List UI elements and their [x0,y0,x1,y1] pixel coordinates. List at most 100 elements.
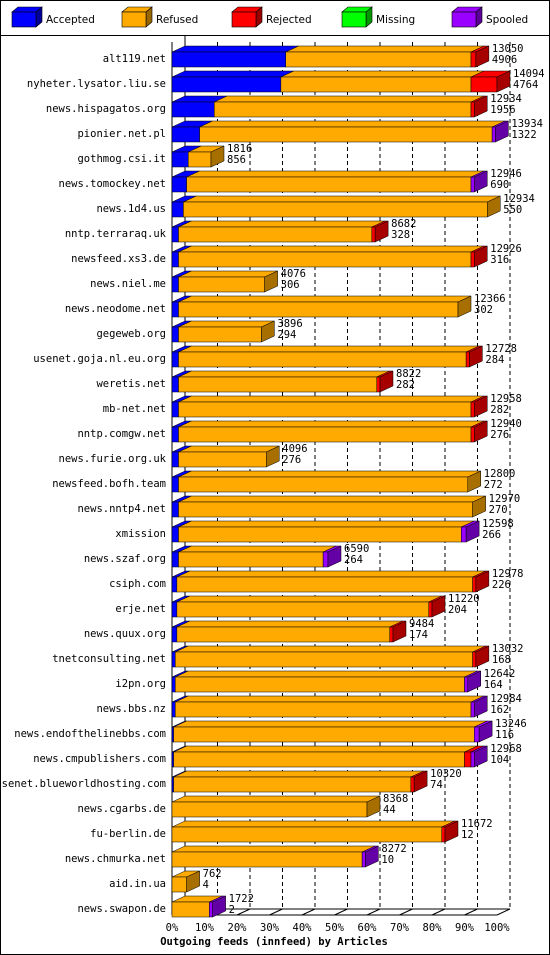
bar-segment [470,51,477,68]
bar-label-total: 13032 [492,643,524,655]
x-tick [399,908,413,916]
bar-segment [176,626,390,643]
bar-top [183,195,501,203]
bar-segment [171,451,179,468]
x-tick-label: 30% [260,922,280,934]
bar-label-accepted: 302 [474,304,493,316]
bar-segment [188,151,212,168]
legend-swatch [11,11,37,28]
x-tick-label: 60% [358,922,378,934]
bar-segment [441,826,446,843]
bar-segment [171,876,187,893]
bar-label-total: 12642 [484,668,516,680]
bar-top [214,95,485,103]
bar-side [186,870,200,893]
x-axis-title: Outgoing feeds (innfeed) by Articles [160,936,388,948]
bar-side [495,120,509,143]
bar-label-accepted: 162 [490,704,509,716]
bar-top [171,795,381,803]
bar-label-accepted: 690 [490,179,509,191]
bar-top [176,620,403,628]
bar-segment [322,551,329,568]
bar-label-total: 13050 [492,43,524,55]
bar-top [178,470,481,478]
x-tick [269,908,283,916]
bar-side [474,95,488,118]
x-tick [496,908,511,916]
bar-segment [280,76,472,93]
y-tick-label: news.furie.org.uk [59,453,167,465]
bar-segment [171,501,179,518]
bar-segment [178,226,373,243]
bar-segment [186,176,472,193]
bar-side [475,645,490,668]
bar-label-accepted: 316 [490,254,509,266]
legend-label: Missing [376,14,415,26]
bar-label-accepted: 284 [485,354,504,366]
bar-side [467,470,481,493]
bar-label-total: 8272 [381,843,406,855]
y-tick-label: fu-berlin.de [90,828,166,840]
bar-segment [171,801,368,818]
bar-top [176,570,486,578]
bar-label-total: 762 [203,868,222,880]
bar-segment [175,651,473,668]
bar-label-total: 13934 [511,118,543,130]
bar-segment [285,51,472,68]
bar-label-total: 3896 [277,318,302,330]
bar-side [475,570,490,593]
x-tick-label: 50% [325,922,345,934]
bar-segment [171,701,176,718]
bar-side [496,70,511,93]
y-tick-label: tnetconsulting.net [52,653,166,665]
bar-top [178,495,486,503]
bar-segment [176,576,473,593]
bar-label-accepted: 282 [396,379,415,391]
bar-top [175,670,478,678]
bar-top [178,245,485,253]
bar-segment [171,526,179,543]
bar-label-total: 12958 [490,393,522,405]
bar-segment [171,626,178,643]
bar-top [178,420,485,428]
bar-top [186,170,485,178]
bar-label-total: 12728 [485,343,517,355]
y-tick-label: news.endofthelinebbs.com [14,728,166,740]
bar-segment [171,651,176,668]
bar-segment [472,576,477,593]
bar-label-total: 12926 [490,243,522,255]
bar-segment [465,351,470,368]
bar-segment [171,901,210,918]
bar-segment [171,126,200,143]
bar-top [178,395,485,403]
bar-label-accepted: 10 [381,854,394,866]
bar-top [178,295,472,303]
bar-label-total: 10320 [430,768,462,780]
bar-segment [171,76,282,93]
bar-segment [178,426,472,443]
bar-label-total: 12934 [503,193,535,205]
bar-segment [171,851,363,868]
bar-top [178,545,337,553]
bar-top [199,120,506,128]
bar-label-total: 11220 [448,593,480,605]
y-tick-label: aid.in.ua [109,878,166,890]
bar-segment [171,601,178,618]
bar-label-accepted: 74 [430,779,443,791]
bar-label-total: 12946 [490,168,522,180]
bar-segment [178,501,473,518]
bar-label-total: 12970 [489,493,521,505]
bar-side [366,795,381,818]
y-tick-label: news.cgarbs.de [77,803,166,815]
bar-label-accepted: 4906 [492,54,517,66]
bar-segment [491,126,496,143]
bar-label-accepted: 12 [461,829,474,841]
y-tick-label: erje.net [115,603,166,615]
bar-label-total: 12366 [474,293,506,305]
y-tick-label: alt119.net [103,53,166,65]
bar-label-total: 4076 [281,268,306,280]
bar-label-total: 14094 [513,68,545,80]
bar-segment [171,226,179,243]
